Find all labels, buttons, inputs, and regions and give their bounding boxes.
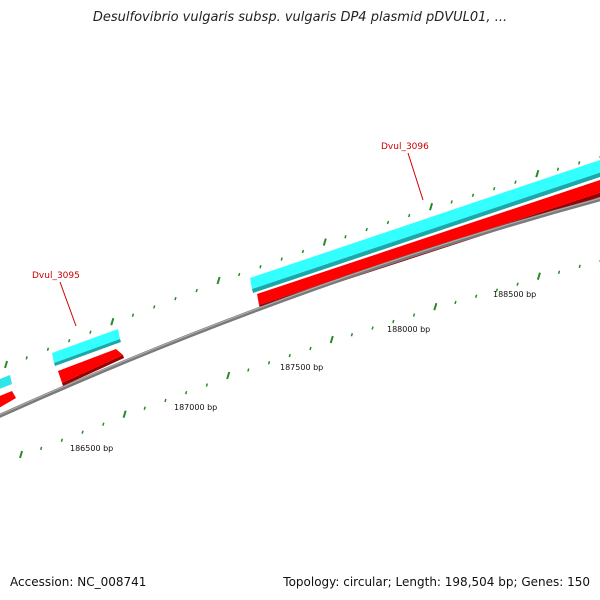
tick-mark bbox=[578, 161, 581, 165]
tick-mark bbox=[495, 288, 499, 292]
map-title: Desulfovibrio vulgaris subsp. vulgaris D… bbox=[92, 10, 508, 25]
scale-label: 187000 bp bbox=[174, 403, 217, 412]
tick-mark bbox=[4, 360, 9, 369]
gene-feature-reverse-1[interactable] bbox=[0, 391, 16, 412]
tick-mark bbox=[344, 235, 347, 239]
gene-label[interactable]: Dvul_3096 bbox=[381, 142, 429, 152]
tick-mark bbox=[68, 338, 71, 343]
tick-mark bbox=[110, 317, 115, 326]
tick-mark bbox=[247, 368, 250, 372]
tick-mark bbox=[412, 313, 416, 317]
tick-mark bbox=[102, 422, 105, 426]
gene-feature-forward-2-shadow bbox=[54, 339, 121, 366]
tick-mark bbox=[474, 294, 478, 298]
tick-mark bbox=[280, 257, 283, 261]
scale-label: 187500 bp bbox=[280, 363, 323, 372]
tick-mark bbox=[408, 213, 411, 218]
tick-mark bbox=[39, 446, 43, 451]
outer-tick-track bbox=[4, 155, 600, 369]
accession-text: Accession: NC_008741 bbox=[10, 575, 147, 589]
tick-mark bbox=[164, 398, 167, 403]
scale-label: 186500 bp bbox=[70, 444, 113, 453]
tick-mark bbox=[81, 430, 84, 434]
tick-mark bbox=[350, 333, 354, 337]
tick-mark bbox=[493, 186, 496, 191]
summary-text: Topology: circular; Length: 198,504 bp; … bbox=[283, 575, 590, 589]
tick-mark bbox=[536, 272, 541, 280]
tick-mark bbox=[122, 410, 127, 418]
gene-feature-forward-2[interactable] bbox=[52, 329, 120, 363]
tick-mark bbox=[153, 305, 156, 309]
tick-mark bbox=[288, 353, 291, 358]
tick-mark bbox=[267, 361, 271, 365]
gene-feature-reverse-2-shadow bbox=[62, 355, 124, 386]
gene-label-leader-1 bbox=[59, 281, 77, 327]
tick-mark bbox=[226, 371, 231, 380]
tick-mark bbox=[556, 167, 560, 171]
tick-mark bbox=[450, 200, 453, 204]
gene-label-leader-2 bbox=[407, 152, 424, 201]
forward-gene-track bbox=[0, 160, 600, 392]
gene-label[interactable]: Dvul_3095 bbox=[32, 271, 80, 281]
scale-label: 188000 bp bbox=[387, 325, 430, 334]
tick-mark bbox=[238, 272, 241, 277]
inner-tick-track bbox=[19, 259, 600, 459]
tick-mark bbox=[301, 249, 305, 254]
tick-mark bbox=[174, 296, 177, 301]
tick-mark bbox=[386, 220, 390, 225]
tick-mark bbox=[205, 383, 209, 387]
tick-mark bbox=[46, 347, 50, 351]
tick-mark bbox=[60, 438, 64, 442]
tick-mark bbox=[131, 313, 135, 317]
tick-mark bbox=[371, 326, 374, 330]
tick-mark bbox=[89, 330, 92, 334]
tick-mark bbox=[309, 346, 312, 351]
tick-mark bbox=[329, 335, 334, 344]
tick-mark bbox=[365, 227, 368, 232]
tick-mark bbox=[535, 169, 540, 178]
tick-mark bbox=[19, 450, 24, 459]
tick-mark bbox=[259, 265, 262, 269]
gene-feature-forward-1[interactable] bbox=[0, 375, 12, 392]
plasmid-backbone bbox=[0, 197, 600, 418]
scale-label: 188500 bp bbox=[493, 290, 536, 299]
tick-mark bbox=[25, 356, 28, 360]
tick-mark bbox=[184, 390, 188, 395]
tick-mark bbox=[433, 302, 438, 311]
tick-mark bbox=[557, 270, 561, 274]
tick-mark bbox=[454, 300, 457, 305]
gene-feature-reverse-3[interactable] bbox=[257, 180, 600, 305]
gene-feature-reverse-2[interactable] bbox=[58, 349, 123, 383]
tick-mark bbox=[578, 264, 581, 269]
gene-feature-forward-3-shadow bbox=[252, 172, 600, 293]
tick-mark bbox=[471, 193, 475, 197]
tick-mark bbox=[195, 288, 198, 293]
plasmid-backbone-highlight bbox=[0, 197, 600, 416]
tick-mark bbox=[216, 276, 221, 285]
tick-mark bbox=[516, 282, 519, 286]
tick-mark bbox=[429, 202, 434, 211]
tick-mark bbox=[392, 319, 395, 324]
tick-mark bbox=[514, 180, 517, 184]
tick-mark bbox=[322, 238, 327, 246]
gene-feature-forward-3[interactable] bbox=[250, 160, 600, 289]
tick-mark bbox=[143, 406, 146, 410]
